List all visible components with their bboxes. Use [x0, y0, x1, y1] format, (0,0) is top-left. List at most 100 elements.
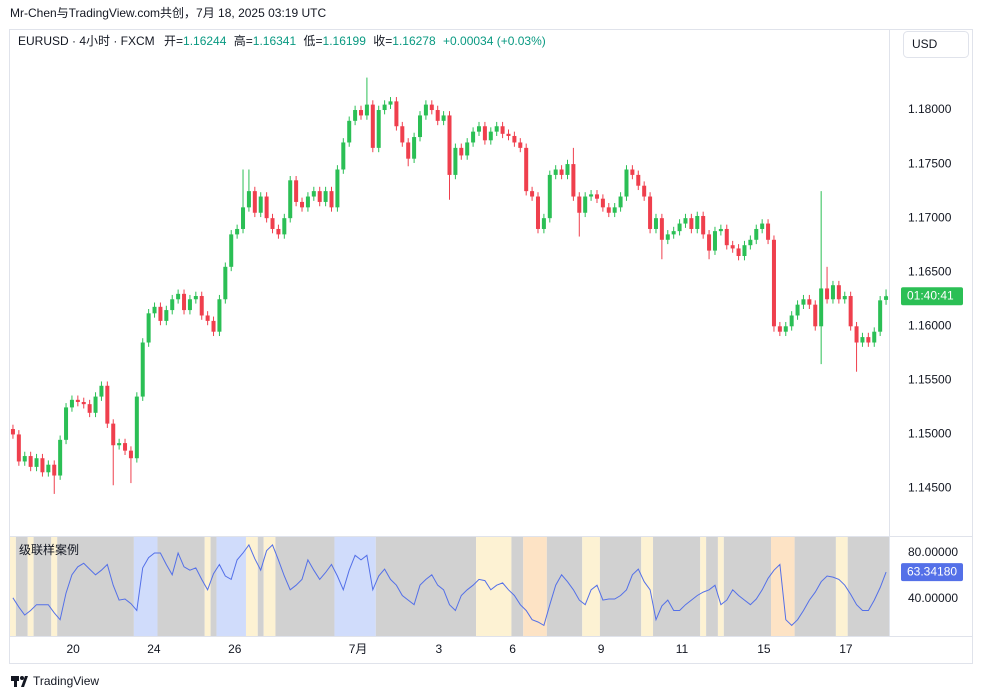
candle-body [417, 115, 423, 138]
candle-body [229, 234, 234, 267]
state-band [835, 537, 848, 636]
candle-body [223, 266, 228, 300]
close-label: 收= [373, 34, 392, 48]
candle-body [712, 231, 717, 251]
logo-text: TradingView [33, 674, 99, 688]
candle-body [93, 396, 98, 413]
candle-body [642, 185, 647, 197]
state-band [210, 537, 217, 636]
state-band [723, 537, 772, 636]
candle-body [471, 131, 476, 143]
candle-body [81, 401, 86, 405]
state-band [599, 537, 642, 636]
logo-mark [20, 676, 24, 680]
state-band [257, 537, 264, 636]
candle-body [594, 194, 599, 199]
candle-body [199, 296, 204, 316]
countdown-box [901, 287, 963, 306]
candle-body [659, 218, 664, 240]
state-band [523, 537, 547, 636]
candle-body [636, 174, 641, 186]
candle-body [394, 101, 399, 127]
candle-body [600, 198, 605, 208]
state-band [794, 537, 836, 636]
candle-body [246, 191, 251, 208]
state-band [157, 537, 205, 636]
candle-body [123, 443, 128, 451]
time-tick-label: 20 [66, 642, 80, 656]
candle-body [388, 101, 393, 105]
candle-body [630, 169, 635, 175]
open-label: 开= [164, 34, 183, 48]
time-tick-label: 9 [598, 642, 605, 656]
state-band [375, 537, 477, 636]
candle-body [565, 164, 570, 175]
candle-body [606, 207, 611, 213]
candle-body [128, 450, 133, 459]
candle-body [665, 234, 670, 240]
candle-body [370, 104, 375, 148]
candle-body [300, 201, 305, 208]
candle-body [777, 326, 782, 332]
candle-body [87, 404, 92, 413]
candle-body [476, 126, 482, 132]
candle-body [193, 296, 198, 300]
high-label: 高= [234, 33, 253, 48]
price-tick-label: 1.16000 [908, 318, 952, 332]
candle-body [506, 133, 511, 136]
logo: TradingView [11, 674, 99, 688]
state-band [847, 537, 889, 636]
candle-body [317, 191, 322, 202]
candle-body [382, 104, 387, 111]
candle-body [683, 218, 688, 224]
candle-body [170, 299, 175, 311]
candle-body [748, 239, 753, 246]
candle-body [46, 464, 51, 473]
state-band [51, 537, 58, 636]
candle-body [140, 342, 145, 397]
candle-body [353, 110, 358, 121]
candle-body [842, 296, 847, 300]
state-band [511, 537, 524, 636]
candle-body [152, 306, 157, 314]
candle-body [117, 443, 122, 446]
symbol-legend: EURUSD · 4小时 · FXCM 开=1.16244 高=1.16341 … [18, 33, 546, 48]
candle-body [771, 239, 776, 327]
candle-body [500, 126, 505, 134]
candle-body [158, 306, 163, 321]
candle-body [671, 231, 676, 235]
time-tick-label: 24 [147, 642, 161, 656]
low-label: 低= [304, 34, 323, 48]
state-band [204, 537, 211, 636]
candle-body [323, 191, 328, 202]
candle-body [69, 399, 74, 408]
candle-body [423, 104, 428, 116]
currency-button[interactable] [903, 31, 969, 58]
candle-body [707, 234, 712, 251]
price-tick-label: 1.15500 [908, 373, 952, 387]
state-band [133, 537, 158, 636]
candle-body [164, 310, 169, 321]
candle-body [376, 110, 381, 148]
candle-body [860, 337, 865, 343]
candle-body [535, 196, 540, 229]
candle-body [22, 456, 27, 462]
symbol: EURUSD · 4小时 · FXCM [18, 34, 155, 48]
candle-body [819, 288, 824, 327]
candle-body [465, 142, 470, 156]
state-band [700, 537, 707, 636]
candle-body [441, 115, 446, 121]
candle-body [64, 407, 69, 440]
candle-body [341, 142, 346, 170]
candle-body [648, 196, 653, 229]
time-tick-label: 11 [676, 642, 689, 656]
candle-body [406, 142, 411, 159]
candle-body [412, 137, 417, 159]
currency-label[interactable]: USD [912, 37, 938, 51]
candle-body [134, 396, 139, 459]
time-tick-label: 26 [228, 642, 242, 656]
candle-body [75, 399, 80, 402]
candle-body [760, 223, 765, 229]
candle-body [359, 110, 364, 116]
